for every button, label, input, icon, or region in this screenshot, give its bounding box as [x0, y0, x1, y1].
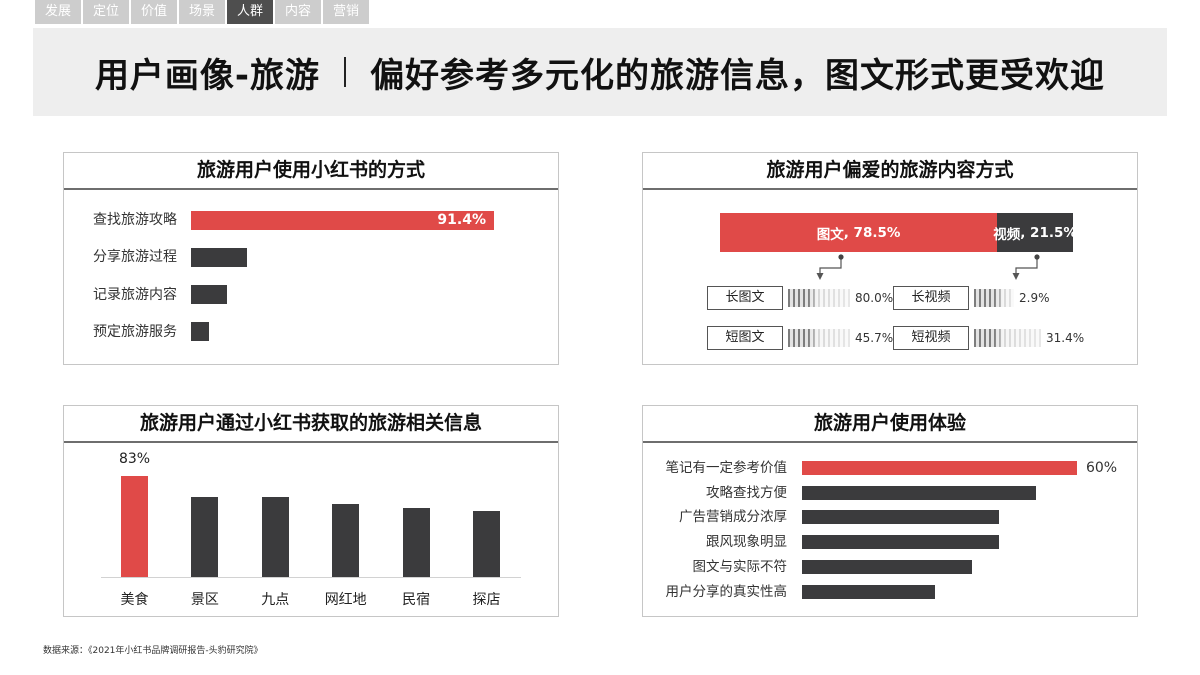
label-separator: , — [843, 224, 854, 241]
category-label: 图文与实际不符 — [692, 558, 788, 575]
series-name: 视频 — [993, 226, 1021, 243]
nav-tab[interactable]: 价值 — [131, 0, 177, 24]
bar — [332, 503, 360, 577]
category-label: 笔记有一定参考价值 — [665, 460, 788, 476]
series-value: 78.5% — [853, 224, 901, 241]
bar — [802, 461, 1077, 475]
category-label: 九点 — [261, 592, 290, 608]
bar — [191, 247, 248, 267]
bar — [121, 475, 148, 577]
x-axis-line — [101, 577, 521, 578]
breakdown-label-box: 短图文 — [707, 326, 783, 350]
category-label: 跟风现象明显 — [706, 534, 787, 551]
bar — [402, 507, 430, 577]
info-type-column-chart: 83% 美食 景区 九点 网红地 民宿 探店 — [64, 406, 558, 616]
nav-tab[interactable]: 发展 — [35, 0, 81, 24]
content-format-panel: 旅游用户偏爱的旅游内容方式 图文, 78.5% 视频, 21.5% 长图文 80.0%… — [642, 152, 1138, 365]
chart-title: 旅游用户使用小红书的方式 — [64, 153, 558, 190]
breakdown-label-box: 短视频 — [893, 326, 969, 350]
series-value: 21.5% — [1030, 224, 1077, 241]
bar — [802, 559, 972, 574]
breakdown-bar — [974, 289, 1014, 307]
connector-line — [819, 257, 842, 274]
info-type-panel: 旅游用户通过小红书获取的旅游相关信息 83% 美食 景区 九点 网红地 民宿 探店 — [63, 405, 559, 617]
breakdown-bar — [788, 289, 850, 307]
segment-label: 视频, 21.5% — [993, 213, 1077, 252]
user-experience-bar-chart: 笔记有一定参考价值 60% 攻略查找方便广告营销成分浓厚跟风现象明显图文与实际不符用… — [643, 406, 1137, 616]
category-label: 分享旅游过程 — [93, 249, 177, 266]
bar — [261, 496, 289, 577]
bar — [802, 510, 1000, 525]
title-separator — [344, 57, 347, 87]
bar — [802, 485, 1036, 500]
page-title: 用户画像-旅游 — [94, 55, 321, 96]
label-separator: , — [1020, 224, 1031, 241]
title-banner: 用户画像-旅游 偏好参考多元化的旅游信息，图文形式更受欢迎 — [33, 28, 1167, 116]
bar — [191, 285, 228, 305]
nav-tab-active[interactable]: 人群 — [227, 0, 273, 24]
connector-dot — [1034, 254, 1040, 260]
connector-dot — [838, 254, 844, 260]
usage-method-panel: 旅游用户使用小红书的方式 查找旅游攻略 91.4% 分享旅游过程 记录旅游内容 预定旅游… — [63, 152, 559, 365]
nav-tab[interactable]: 场景 — [179, 0, 225, 24]
breakdown-value-label: 31.4% — [1046, 331, 1085, 345]
data-label: 60% — [1085, 460, 1118, 476]
breakdown-label-box: 长图文 — [707, 286, 783, 310]
category-label: 广告营销成分浓厚 — [679, 509, 787, 526]
bar — [191, 496, 219, 577]
bar — [473, 511, 500, 577]
stacked-bar-segment — [720, 213, 998, 252]
category-label: 攻略查找方便 — [706, 484, 787, 501]
breakdown-bar — [974, 329, 1041, 347]
section-tabs: 发展 定位 价值 场景 人群 内容 营销 — [35, 0, 369, 24]
breakdown-bar — [788, 329, 850, 347]
data-label: 83% — [118, 450, 151, 467]
data-source-note: 数据来源：《2021年小红书品牌调研报告-头豹研究院》 — [43, 646, 263, 656]
breakdown-value-label: 80.0% — [855, 291, 894, 305]
data-label: 91.4% — [437, 211, 486, 228]
breakdown-connectors — [816, 254, 1040, 280]
category-label: 记录旅游内容 — [93, 286, 177, 303]
category-label: 网红地 — [324, 592, 367, 608]
segment-label: 图文, 78.5% — [720, 213, 997, 252]
breakdown-value-label: 45.7% — [855, 331, 894, 345]
bar — [191, 322, 210, 342]
bar — [191, 210, 494, 230]
series-name: 图文 — [816, 226, 844, 243]
nav-tab[interactable]: 内容 — [275, 0, 321, 24]
user-experience-panel: 旅游用户使用体验 笔记有一定参考价值 60% 攻略查找方便广告营销成分浓厚跟风现象明… — [642, 405, 1138, 617]
breakdown-value-label: 2.9% — [1019, 291, 1050, 305]
usage-method-bar-chart: 查找旅游攻略 91.4% 分享旅游过程 记录旅游内容 预定旅游服务 — [64, 153, 558, 364]
chart-title: 旅游用户使用体验 — [643, 406, 1137, 443]
nav-tab[interactable]: 定位 — [83, 0, 129, 24]
connector-line — [1015, 257, 1038, 274]
bar — [802, 584, 935, 599]
chart-title: 旅游用户通过小红书获取的旅游相关信息 — [64, 406, 558, 443]
category-label: 预定旅游服务 — [93, 323, 177, 340]
page-subtitle: 偏好参考多元化的旅游信息，图文形式更受欢迎 — [370, 55, 1106, 96]
breakdown-label-box: 长视频 — [893, 286, 969, 310]
category-label: 用户分享的真实性高 — [665, 583, 788, 600]
content-format-stacked-chart: 图文, 78.5% 视频, 21.5% 长图文 80.0% 短图文 45.7% 长视频 2.9… — [643, 153, 1137, 364]
category-label: 探店 — [472, 592, 501, 608]
category-label: 民宿 — [402, 592, 431, 608]
nav-tab[interactable]: 营销 — [323, 0, 369, 24]
bar — [802, 535, 1000, 550]
category-label: 查找旅游攻略 — [93, 212, 177, 228]
stacked-bar-segment — [997, 213, 1073, 252]
arrow-head-icon — [816, 273, 824, 280]
category-label: 美食 — [120, 592, 149, 608]
arrow-head-icon — [1012, 273, 1020, 280]
chart-title: 旅游用户偏爱的旅游内容方式 — [643, 153, 1137, 190]
category-label: 景区 — [190, 592, 219, 608]
